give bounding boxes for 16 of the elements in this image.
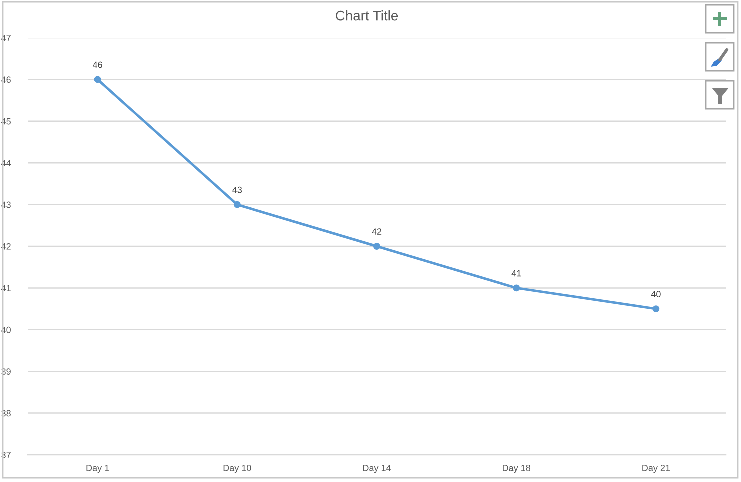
data-label: 42: [372, 228, 382, 235]
point: [94, 76, 102, 84]
point: [513, 284, 520, 292]
point: [234, 201, 241, 208]
point: [374, 243, 380, 250]
x-tick-label: Day 14: [363, 465, 392, 474]
data-label: 46: [92, 62, 102, 68]
chart-title: Chart Title: [336, 10, 398, 21]
point: [652, 306, 660, 313]
x-tick-label: Day 10: [224, 464, 252, 474]
data-label: 41: [512, 270, 522, 277]
data-label: 43: [232, 186, 242, 194]
data-label: 40: [651, 291, 661, 298]
x-tick-label: Day 18: [503, 464, 531, 474]
x-tick-label: Day 21: [642, 464, 670, 474]
x-tick-label: Day 1: [86, 465, 110, 474]
